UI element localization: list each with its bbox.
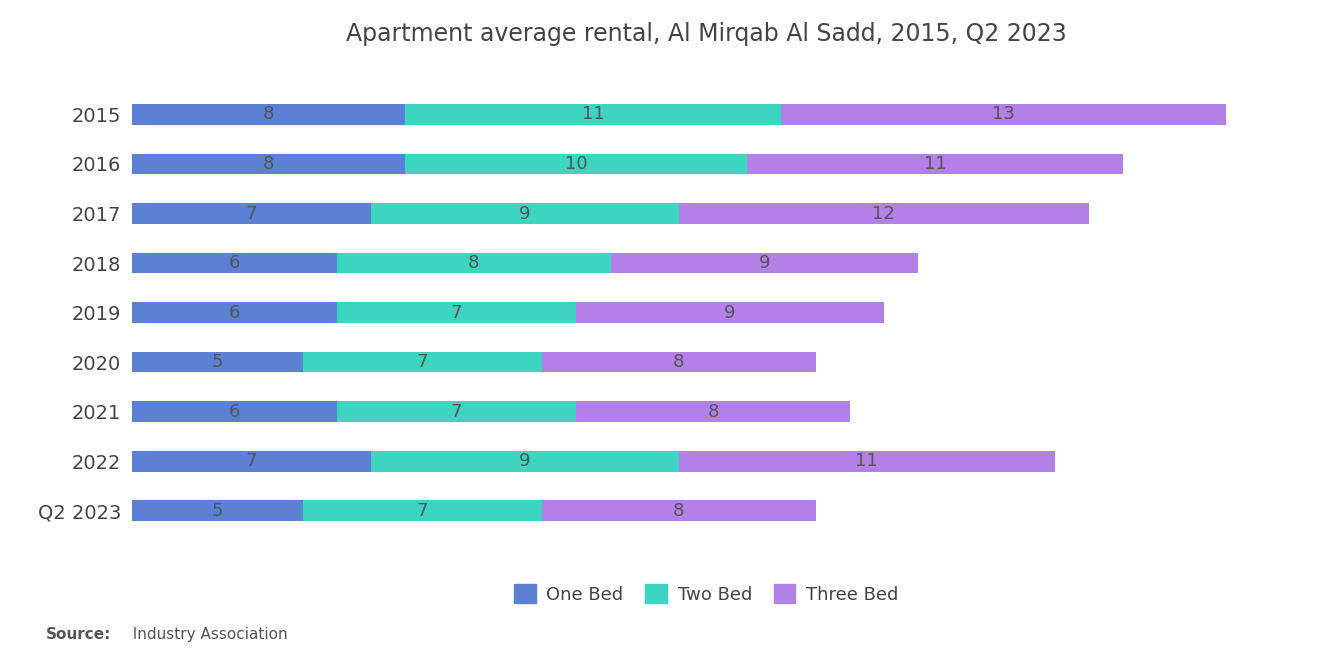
Bar bbox=[405, 154, 747, 174]
Text: 11: 11 bbox=[855, 452, 878, 470]
Bar bbox=[132, 352, 302, 372]
Text: Industry Association: Industry Association bbox=[123, 626, 288, 642]
Text: 8: 8 bbox=[673, 353, 685, 371]
Text: 11: 11 bbox=[582, 106, 605, 124]
Text: 7: 7 bbox=[417, 501, 428, 519]
Text: 5: 5 bbox=[211, 501, 223, 519]
Bar bbox=[302, 500, 543, 521]
Bar bbox=[132, 451, 371, 471]
Bar bbox=[132, 253, 337, 273]
Text: 11: 11 bbox=[924, 155, 946, 173]
Bar bbox=[337, 401, 577, 422]
Bar bbox=[337, 253, 610, 273]
Bar bbox=[781, 104, 1226, 125]
Bar bbox=[678, 451, 1055, 471]
Bar bbox=[577, 302, 884, 323]
Bar bbox=[132, 104, 405, 125]
Legend: One Bed, Two Bed, Three Bed: One Bed, Two Bed, Three Bed bbox=[507, 577, 906, 610]
Bar bbox=[543, 500, 816, 521]
Text: 7: 7 bbox=[451, 402, 462, 420]
Text: 7: 7 bbox=[246, 452, 257, 470]
Bar bbox=[747, 154, 1123, 174]
Text: 7: 7 bbox=[451, 303, 462, 322]
Text: 13: 13 bbox=[993, 106, 1015, 124]
Text: 7: 7 bbox=[246, 205, 257, 223]
Text: 10: 10 bbox=[565, 155, 587, 173]
Text: Source:: Source: bbox=[46, 626, 112, 642]
Bar bbox=[543, 352, 816, 372]
Text: 8: 8 bbox=[673, 501, 685, 519]
Bar bbox=[132, 302, 337, 323]
Text: 9: 9 bbox=[725, 303, 735, 322]
Text: 12: 12 bbox=[873, 205, 895, 223]
Bar bbox=[132, 154, 405, 174]
Bar bbox=[132, 203, 371, 224]
Text: 7: 7 bbox=[417, 353, 428, 371]
Text: 6: 6 bbox=[228, 303, 240, 322]
Bar bbox=[678, 203, 1089, 224]
Text: 5: 5 bbox=[211, 353, 223, 371]
Bar bbox=[302, 352, 543, 372]
Title: Apartment average rental, Al Mirqab Al Sadd, 2015, Q2 2023: Apartment average rental, Al Mirqab Al S… bbox=[346, 22, 1067, 46]
Bar bbox=[132, 500, 302, 521]
Text: 8: 8 bbox=[263, 106, 275, 124]
Text: 8: 8 bbox=[469, 254, 479, 272]
Bar bbox=[337, 302, 577, 323]
Text: 8: 8 bbox=[708, 402, 718, 420]
Text: 9: 9 bbox=[759, 254, 770, 272]
Bar bbox=[371, 203, 678, 224]
Text: 6: 6 bbox=[228, 254, 240, 272]
Bar bbox=[405, 104, 781, 125]
Text: 9: 9 bbox=[519, 452, 531, 470]
Text: 6: 6 bbox=[228, 402, 240, 420]
Bar bbox=[577, 401, 850, 422]
Text: 8: 8 bbox=[263, 155, 275, 173]
Text: 9: 9 bbox=[519, 205, 531, 223]
Bar bbox=[610, 253, 919, 273]
Bar bbox=[132, 401, 337, 422]
Bar bbox=[371, 451, 678, 471]
